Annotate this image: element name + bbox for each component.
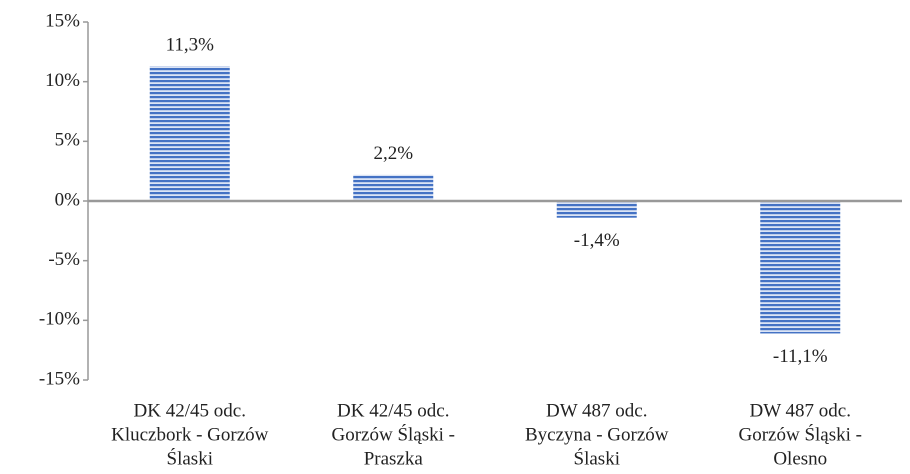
y-tick-label: -10% <box>39 309 80 330</box>
x-tick-label: Gorzów Śląski - <box>332 423 455 445</box>
bar <box>760 201 841 334</box>
bar <box>556 201 637 218</box>
x-tick-label: Gorzów Śląski - <box>739 423 862 445</box>
x-tick-label: DW 487 odc. <box>546 400 648 421</box>
data-label: 2,2% <box>373 143 413 164</box>
data-label: -11,1% <box>773 346 828 367</box>
x-tick-label: Praszka <box>364 448 424 469</box>
data-label: 11,3% <box>166 35 215 56</box>
x-tick-label: Byczyna - Gorzów <box>525 424 669 445</box>
y-tick-label: -15% <box>39 368 80 389</box>
y-tick-label: 10% <box>45 70 80 91</box>
x-tick-label: DW 487 odc. <box>750 400 852 421</box>
x-tick-label: Kluczbork - Gorzów <box>111 424 269 445</box>
x-tick-label: Ślaski <box>167 447 213 469</box>
y-tick-label: 15% <box>45 10 80 31</box>
x-tick-label: Ślaski <box>574 447 620 469</box>
x-tick-label: DK 42/45 odc. <box>134 400 246 421</box>
y-tick-label: 5% <box>55 130 81 151</box>
data-label: -1,4% <box>574 230 620 251</box>
bar <box>149 66 230 201</box>
x-tick-label: DK 42/45 odc. <box>337 400 449 421</box>
x-tick-label: Olesno <box>773 448 827 469</box>
y-tick-label: -5% <box>48 249 80 270</box>
bar <box>353 174 434 201</box>
y-tick-label: 0% <box>55 189 81 210</box>
